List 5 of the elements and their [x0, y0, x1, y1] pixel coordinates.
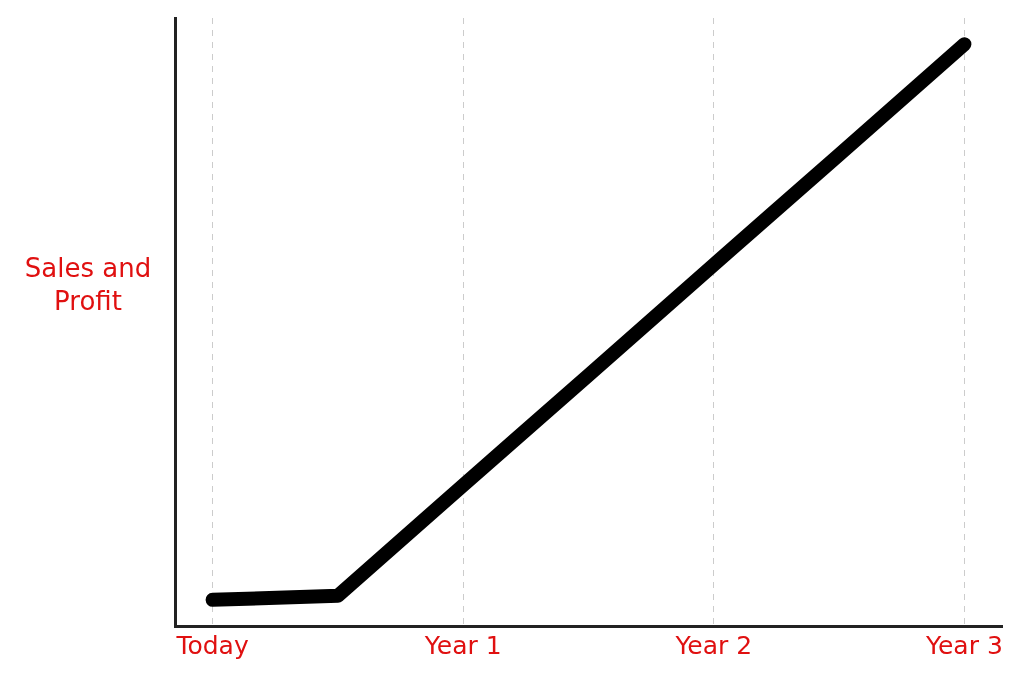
y-axis-title: Sales and Profit: [23, 252, 153, 318]
x-tick-label: Year 1: [423, 630, 502, 660]
x-tick-label: Year 2: [674, 630, 753, 660]
x-tick-label: Today: [175, 630, 249, 660]
x-tick-label: Year 3: [925, 630, 1003, 660]
